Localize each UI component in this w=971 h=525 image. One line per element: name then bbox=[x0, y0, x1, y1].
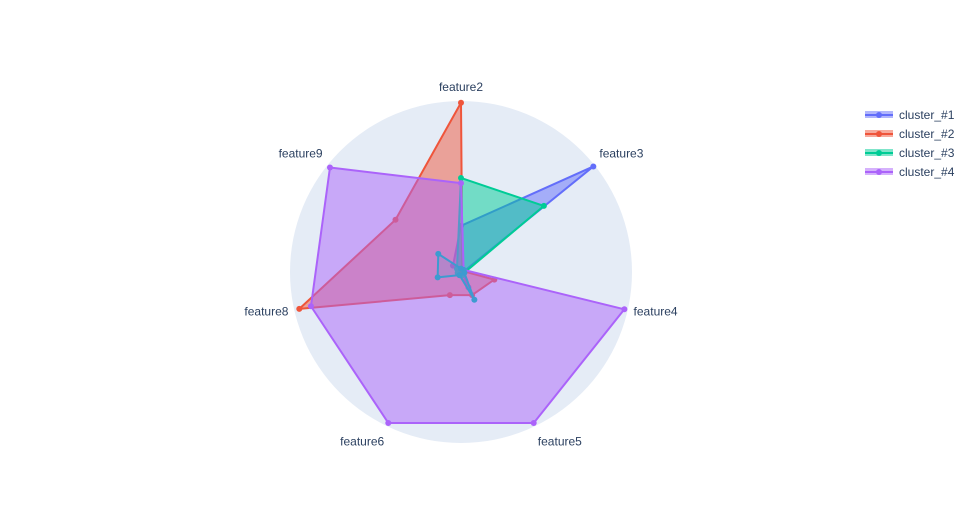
series-cluster-2-point-feature8 bbox=[296, 305, 303, 312]
series-cluster-3-point-feature2 bbox=[458, 174, 464, 181]
series-cluster-4-area bbox=[309, 166, 626, 424]
axis-label-feature8: feature8 bbox=[244, 304, 288, 318]
series-cluster-4-point-feature4 bbox=[621, 306, 628, 313]
legend-item-cluster-2[interactable]: cluster_#2 bbox=[865, 127, 955, 141]
series-highlight bbox=[434, 250, 478, 303]
legend-label: cluster_#3 bbox=[899, 146, 955, 160]
axis-labels-layer: feature2 feature3 feature4 feature5 feature6… bbox=[244, 80, 678, 448]
series-cluster-4-point-feature6 bbox=[385, 419, 392, 426]
axis-label-feature4: feature4 bbox=[634, 304, 678, 318]
series-highlight-point-feature5 bbox=[471, 296, 478, 303]
axis-label-feature9: feature9 bbox=[279, 147, 323, 161]
legend-label: cluster_#4 bbox=[899, 165, 955, 179]
legend-label: cluster_#1 bbox=[899, 108, 955, 122]
legend-marker bbox=[876, 112, 882, 118]
axis-label-feature2: feature2 bbox=[439, 80, 483, 94]
axis-label-feature6: feature6 bbox=[340, 434, 384, 448]
series-cluster-4-point-feature9 bbox=[326, 164, 333, 171]
legend[interactable]: cluster_#1 cluster_#2 cluster_#3 cluster_#4 bbox=[865, 108, 955, 179]
legend-marker bbox=[876, 150, 882, 156]
series-cluster-4-point-feature5 bbox=[530, 419, 537, 426]
traces-layer bbox=[296, 99, 628, 426]
series-highlight-point-feature4 bbox=[461, 269, 468, 276]
series-highlight-point-feature6 bbox=[456, 272, 463, 279]
series-cluster-4-point-feature2 bbox=[458, 180, 464, 187]
axis-label-feature3: feature3 bbox=[599, 147, 643, 161]
series-cluster-3-point-feature3 bbox=[540, 202, 547, 209]
axis-label-feature5: feature5 bbox=[538, 434, 582, 448]
legend-item-cluster-4[interactable]: cluster_#4 bbox=[865, 165, 955, 179]
series-cluster-2-point-feature2 bbox=[458, 99, 464, 106]
series-highlight-point-feature9 bbox=[435, 250, 442, 257]
series-cluster-1-point-feature3 bbox=[590, 163, 597, 170]
legend-marker bbox=[876, 131, 882, 137]
series-highlight-point-feature8 bbox=[434, 274, 441, 281]
series-cluster-4-point-feature8 bbox=[307, 303, 314, 310]
legend-item-cluster-3[interactable]: cluster_#3 bbox=[865, 146, 955, 160]
legend-label: cluster_#2 bbox=[899, 127, 955, 141]
legend-item-cluster-1[interactable]: cluster_#1 bbox=[865, 108, 955, 122]
legend-marker bbox=[876, 169, 882, 175]
